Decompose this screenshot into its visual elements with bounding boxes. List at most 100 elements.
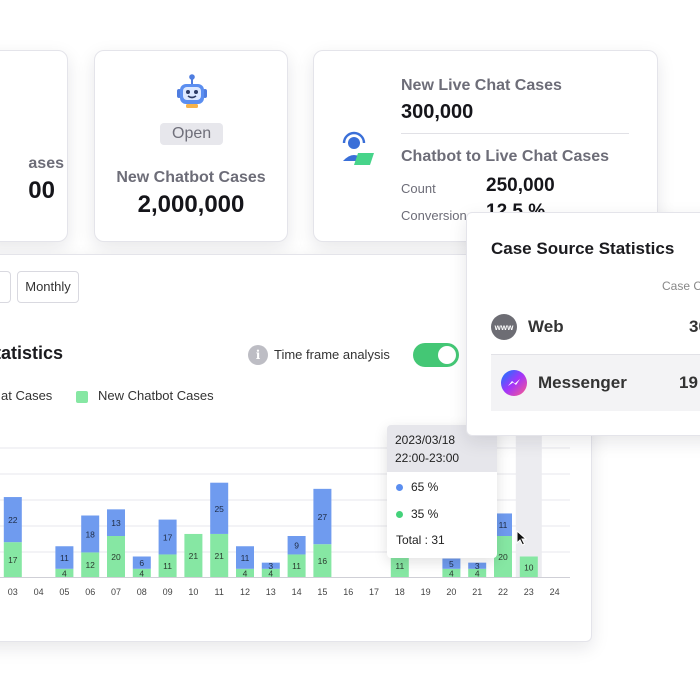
bar-live[interactable] (132, 556, 151, 569)
x-tick-label: 03 (8, 587, 18, 597)
hover-column-highlight (515, 420, 542, 577)
legend-chatbot-swatch (76, 390, 88, 403)
bar-chatbot[interactable] (81, 552, 100, 577)
conversion-label: Conversion (401, 208, 467, 223)
bar-label-live: 27 (318, 512, 328, 522)
bar-chatbot[interactable] (158, 554, 177, 577)
x-tick-label: 24 (550, 587, 560, 597)
bar-live[interactable] (261, 562, 280, 569)
bar-live[interactable] (81, 515, 100, 553)
bar-chatbot[interactable] (184, 533, 203, 577)
bar-label-live: 17 (163, 533, 173, 543)
bar-live[interactable] (442, 558, 461, 569)
stacked-bar-chart: 0217220304411051218062013074608111709211… (0, 420, 570, 597)
x-tick-label: 11 (215, 587, 224, 597)
bar-label-live: 25 (214, 504, 224, 514)
divider (401, 133, 629, 134)
x-tick-label: 13 (266, 587, 276, 597)
chatbot-cases-label: New Chatbot Cases (116, 169, 266, 186)
period-tab-monthly[interactable]: Monthly (17, 271, 79, 303)
tooltip-chatbot-dot (396, 511, 403, 518)
bar-chatbot[interactable] (107, 536, 125, 577)
bar-live[interactable] (210, 482, 229, 534)
source-row-messenger: Messenger 19 (491, 355, 700, 411)
info-icon[interactable]: i (248, 345, 268, 365)
bar-chatbot[interactable] (519, 556, 538, 578)
chatbot-cases-value: 2,000,000 (137, 191, 245, 218)
bar-label-chatbot: 16 (318, 556, 328, 566)
bar-label-live: 13 (111, 518, 121, 528)
bar-chatbot[interactable] (494, 536, 512, 577)
bar-live[interactable] (287, 536, 306, 555)
bar-label-chatbot: 4 (62, 568, 67, 578)
x-tick-label: 15 (317, 587, 327, 597)
bar-chatbot[interactable] (313, 544, 332, 577)
tooltip-header: 2023/03/18 22:00-23:00 (387, 425, 497, 472)
panel-title: tatistics (0, 343, 64, 363)
bar-chatbot[interactable] (55, 568, 74, 577)
bar-live[interactable] (55, 546, 74, 569)
source-value: 19 (679, 373, 698, 392)
bar-live[interactable] (468, 562, 487, 569)
tooltip-time: 22:00-23:00 (395, 451, 460, 465)
bar-label-chatbot: 10 (524, 562, 534, 572)
bar-label-live: 6 (139, 558, 144, 568)
bar-chatbot[interactable] (261, 568, 280, 577)
x-tick-label: 04 (34, 587, 44, 597)
x-tick-label: 23 (524, 587, 534, 597)
bar-label-live: 22 (8, 515, 18, 525)
bar-chatbot[interactable] (210, 533, 229, 577)
bar-label-live: 11 (499, 520, 508, 530)
legend-live: at Cases (1, 388, 53, 403)
bar-label-chatbot: 4 (475, 568, 480, 578)
bar-label-chatbot: 17 (8, 555, 18, 565)
bar-live[interactable] (494, 513, 512, 536)
bar-chatbot[interactable] (287, 554, 306, 577)
x-tick-label: 20 (446, 587, 456, 597)
tooltip-live-dot (396, 484, 403, 491)
chart-tooltip: 2023/03/18 22:00-23:00 65 % 35 % Total :… (387, 425, 497, 558)
x-tick-label: 05 (59, 587, 69, 597)
bar-label-chatbot: 4 (139, 568, 144, 578)
bar-chatbot[interactable] (468, 568, 487, 577)
chatbot-to-live-label: Chatbot to Live Chat Cases (401, 148, 610, 165)
bar-label-live: 3 (268, 561, 273, 571)
bar-live[interactable] (313, 488, 332, 545)
tooltip-live-row: 65 % (396, 480, 438, 494)
count-label: Count (401, 181, 436, 196)
bar-live[interactable] (158, 519, 177, 555)
bar-chatbot[interactable] (3, 542, 22, 577)
bar-chatbot[interactable] (390, 554, 409, 577)
bar-live[interactable] (107, 509, 125, 536)
mouse-cursor-icon (516, 530, 528, 546)
bar-chatbot[interactable] (442, 568, 461, 577)
x-tick-label: 18 (395, 587, 405, 597)
tooltip-date: 2023/03/18 (395, 433, 456, 447)
x-tick-label: 10 (188, 587, 198, 597)
tooltip-total: Total : 31 (396, 533, 445, 547)
case-source-card: Case Source Statistics Case C www Web 30… (466, 212, 700, 436)
source-row-web: www Web 30 (491, 299, 700, 355)
bar-chatbot[interactable] (132, 568, 151, 577)
source-row-divider (491, 354, 700, 355)
source-name: Messenger (538, 373, 627, 392)
bar-live[interactable] (236, 546, 254, 569)
bar-label-live: 11 (60, 553, 69, 563)
legend-chatbot: New Chatbot Cases (76, 388, 214, 403)
messenger-bolt (508, 379, 520, 386)
bar-chatbot[interactable] (236, 568, 254, 577)
bar-label-chatbot: 11 (292, 561, 301, 571)
x-tick-label: 14 (292, 587, 302, 597)
bar-label-live: 11 (241, 553, 250, 563)
time-frame-toggle[interactable] (413, 343, 459, 367)
stat-card-partial-value: 00 (28, 177, 55, 204)
stat-card-partial-label: ases (28, 155, 64, 172)
x-tick-label: 16 (343, 587, 353, 597)
x-tick-label: 06 (85, 587, 95, 597)
bar-label-chatbot: 20 (498, 552, 508, 562)
period-tab-daily[interactable]: y (0, 271, 11, 303)
bar-label-chatbot: 20 (111, 552, 121, 562)
x-tick-label: 09 (163, 587, 173, 597)
tooltip-chatbot-row: 35 % (396, 507, 438, 521)
bar-live[interactable] (3, 497, 22, 543)
